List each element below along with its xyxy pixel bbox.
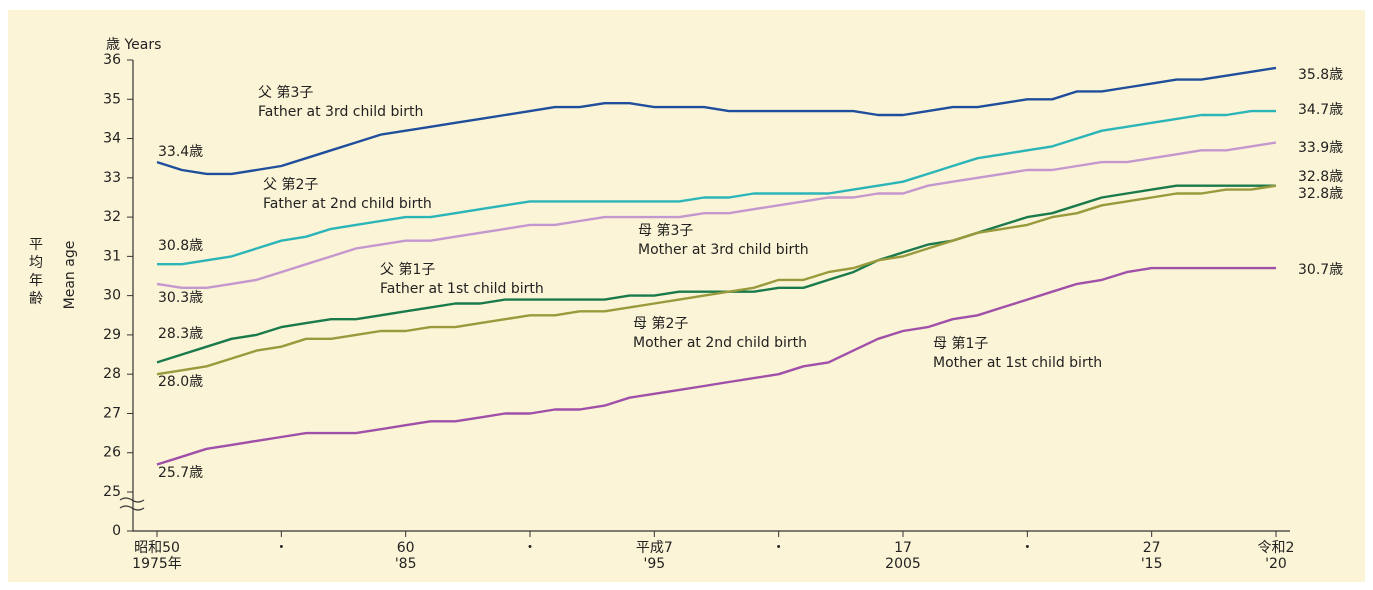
series-line [156,266,1276,466]
x-tick-label-secondary: '85 [395,556,417,572]
series-name: 母 第2子 [633,315,688,332]
value-label: 33.9歳 [1298,140,1343,156]
x-tick-label: ・ [523,540,537,556]
series-name-en: Mother at 3rd child birth [638,242,809,258]
series-name-en: Father at 3rd child birth [258,104,423,120]
series-name: 父 第2子 [263,176,318,193]
y-tick-label: 25 [103,484,121,500]
x-tick-label: ・ [274,540,288,556]
y-tick-label: 36 [103,52,121,68]
y-tick-label: 32 [103,209,121,225]
x-tick-label: ・ [1020,540,1034,556]
x-tick-label: 平成7 [636,540,673,556]
y-tick-label: 0 [112,523,121,539]
x-tick-label-secondary: '95 [643,556,665,572]
series-name: 父 第3子 [258,84,313,101]
x-tick-label: 昭和50 [134,540,180,556]
x-tick-label: 17 [894,540,912,556]
series-name-en: Father at 2nd child birth [263,196,432,212]
x-tick-label-secondary: '15 [1141,556,1163,572]
y-tick-label: 35 [103,91,121,107]
y-tick-label: 33 [103,170,121,186]
x-tick-label: 60 [397,540,415,556]
value-label: 33.4歳 [158,144,203,160]
value-label: 30.8歳 [158,238,203,254]
value-label: 35.8歳 [1298,67,1343,83]
y-tick-label: 26 [103,445,121,461]
x-tick-label-secondary: 1975年 [132,556,182,572]
x-tick-label: 27 [1143,540,1161,556]
y-tick-label: 28 [103,366,121,382]
y-tick-label: 29 [103,327,121,343]
series-name: 母 第3子 [638,222,693,239]
x-tick-label: ・ [772,540,786,556]
y-tick-label: 27 [103,405,121,421]
series-line [157,109,1276,266]
series-line [156,66,1277,176]
y-title-en: Mean age [62,241,78,310]
series-name-en: Mother at 2nd child birth [633,335,807,351]
value-label: 28.3歳 [158,326,203,342]
value-label: 32.8歳 [1298,186,1343,202]
value-label: 32.8歳 [1298,169,1343,185]
series-name: 父 第1子 [380,261,435,278]
value-label: 30.7歳 [1298,262,1343,278]
series-name: 母 第1子 [933,335,988,352]
series-line [156,184,1277,376]
y-tick-label: 31 [103,248,121,264]
y-title-ja: 平均年齢 [29,237,43,307]
y-unit-label: 歳 Years [106,37,161,53]
axis-break [119,497,145,511]
x-tick-label-secondary: '20 [1265,556,1287,572]
series-name-en: Father at 1st child birth [380,281,544,297]
series-line [156,141,1277,289]
value-label: 25.7歳 [158,465,203,481]
x-tick-label-secondary: 2005 [885,556,921,572]
y-tick-label: 30 [103,288,121,304]
y-tick-label: 34 [103,131,121,147]
value-label: 28.0歳 [158,374,203,390]
value-label: 34.7歳 [1298,102,1343,118]
chart-background [8,10,1365,582]
x-tick-label: 令和2 [1258,540,1295,556]
value-label: 30.3歳 [158,290,203,306]
series-line [156,184,1276,364]
series-name-en: Mother at 1st child birth [933,355,1102,371]
